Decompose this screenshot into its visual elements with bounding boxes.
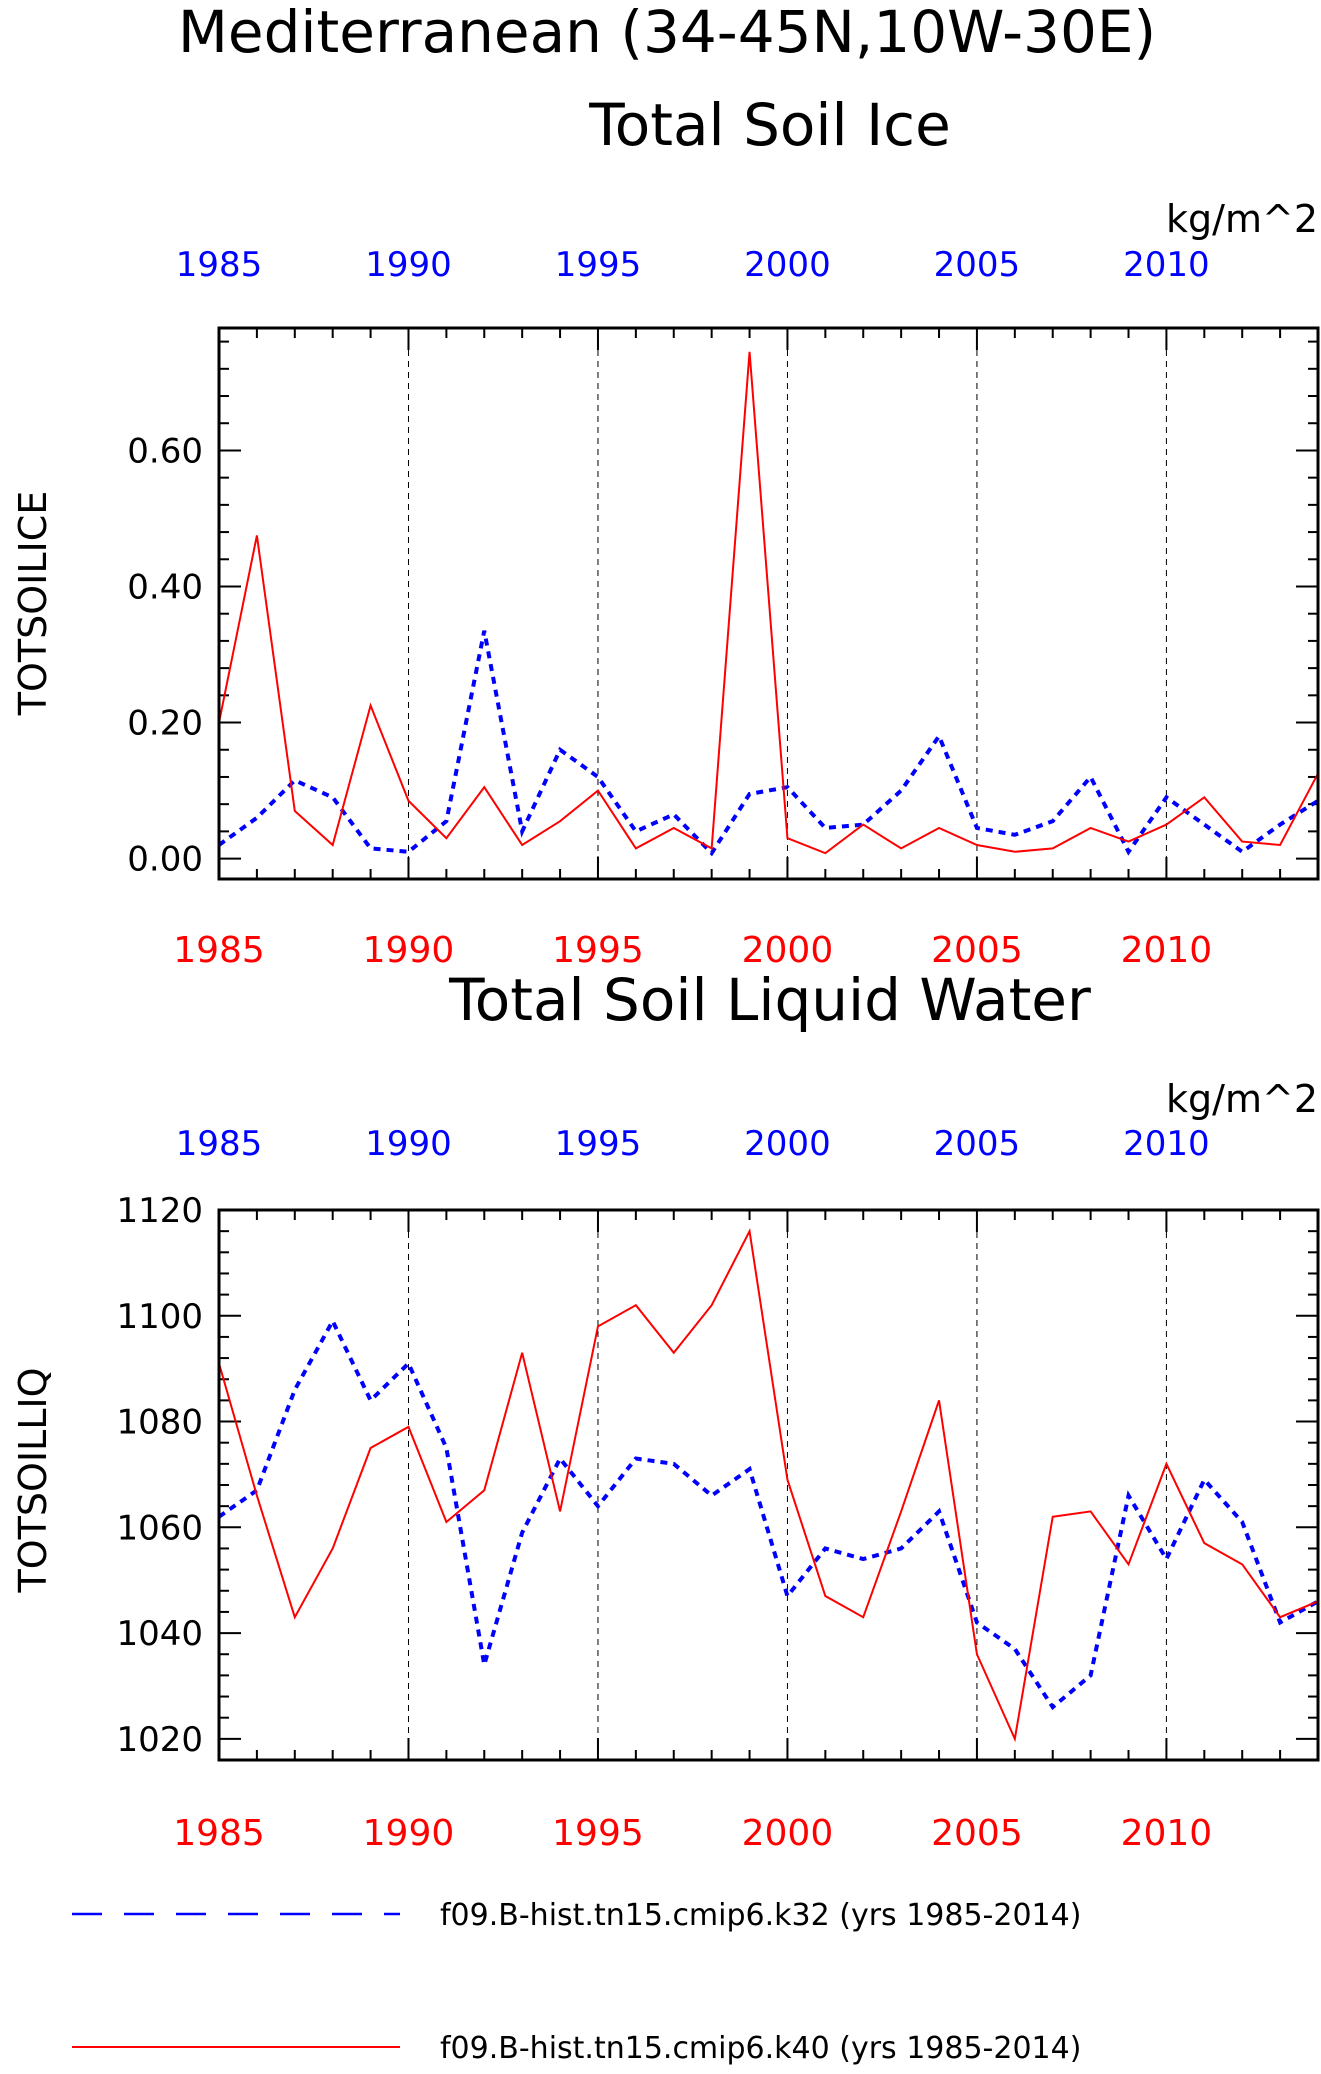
- series-k32-line: [217, 630, 1320, 857]
- x-tick-label-bottom: 1995: [552, 930, 644, 971]
- x-tick-label-top: 1985: [176, 245, 263, 285]
- x-tick-label-bottom: 2005: [931, 1813, 1023, 1854]
- y-axis-label: TOTSOILICE: [11, 491, 55, 717]
- y-tick-label: 1020: [116, 1720, 203, 1760]
- x-tick-label-bottom: 2005: [931, 930, 1023, 971]
- x-tick-label-bottom: 1995: [552, 1813, 644, 1854]
- x-tick-label-bottom: 1990: [363, 930, 455, 971]
- y-tick-label: 0.20: [127, 704, 203, 744]
- series-k40-line: [218, 351, 1319, 855]
- series-k40-line: [218, 1227, 1319, 1743]
- x-tick-label-bottom: 2010: [1121, 1813, 1213, 1854]
- y-axis-label: TOTSOILLIQ: [11, 1367, 55, 1593]
- legend-label-k32: f09.B-hist.tn15.cmip6.k32 (yrs 1985-2014…: [440, 1898, 1081, 1933]
- y-tick-label: 0.60: [127, 431, 203, 471]
- y-tick-label: 1040: [116, 1614, 203, 1654]
- y-tick-label: 1120: [116, 1191, 203, 1231]
- plot-frame: [217, 1208, 1320, 1762]
- x-tick-label-bottom: 1985: [173, 930, 265, 971]
- x-tick-label-top: 2000: [744, 1124, 831, 1164]
- x-tick-label-bottom: 1990: [363, 1813, 455, 1854]
- units-label: kg/m^2: [1166, 197, 1318, 241]
- panel-title: Total Soil Ice: [588, 91, 951, 159]
- x-tick-label-top: 2000: [744, 245, 831, 285]
- legend-label-k40: f09.B-hist.tn15.cmip6.k40 (yrs 1985-2014…: [440, 2031, 1081, 2066]
- x-tick-label-top: 2005: [934, 1124, 1021, 1164]
- x-tick-label-bottom: 2000: [742, 1813, 834, 1854]
- y-tick-label: 1080: [116, 1403, 203, 1443]
- x-tick-label-top: 1995: [555, 245, 642, 285]
- x-tick-label-bottom: 1985: [173, 1813, 265, 1854]
- x-tick-label-top: 1985: [176, 1124, 263, 1164]
- x-tick-label-bottom: 2010: [1121, 930, 1213, 971]
- y-tick-label: 1100: [116, 1297, 203, 1337]
- x-tick-label-top: 1990: [365, 245, 452, 285]
- panel-total-soil-ice: Total Soil Ice kg/m^2 TOTSOILICE 0.00 0.2…: [11, 91, 1320, 971]
- x-tick-label-top: 1990: [365, 1124, 452, 1164]
- units-label: kg/m^2: [1166, 1077, 1318, 1121]
- y-tick-label: 1060: [116, 1508, 203, 1548]
- figure-title: Mediterranean (34-45N,10W-30E): [178, 0, 1156, 66]
- y-tick-label: 0.40: [127, 567, 203, 607]
- x-tick-label-top: 2010: [1123, 245, 1210, 285]
- x-tick-label-top: 2005: [934, 245, 1021, 285]
- panel-title: Total Soil Liquid Water: [448, 966, 1091, 1034]
- plot-frame: [217, 326, 1320, 881]
- series-k32-line: [217, 1316, 1319, 1711]
- x-tick-label-top: 2010: [1123, 1124, 1210, 1164]
- panel-total-soil-liquid-water: Total Soil Liquid Water kg/m^2 TOTSOILLI…: [11, 966, 1320, 1854]
- y-tick-label: 0.00: [127, 840, 203, 880]
- legend: f09.B-hist.tn15.cmip6.k32 (yrs 1985-2014…: [72, 1898, 1081, 2066]
- x-tick-label-bottom: 2000: [742, 930, 834, 971]
- x-tick-label-top: 1995: [555, 1124, 642, 1164]
